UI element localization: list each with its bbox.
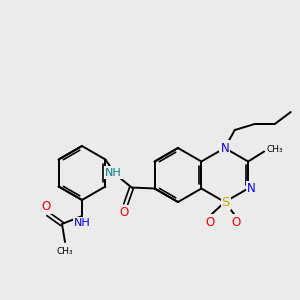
- Text: CH₃: CH₃: [266, 145, 283, 154]
- Text: NH: NH: [74, 218, 90, 228]
- Text: NH: NH: [105, 167, 122, 178]
- Text: N: N: [247, 182, 256, 195]
- Text: S: S: [222, 196, 230, 208]
- Text: O: O: [205, 215, 214, 229]
- Text: O: O: [231, 215, 240, 229]
- Text: O: O: [41, 200, 51, 212]
- Text: CH₃: CH₃: [57, 248, 73, 256]
- Text: N: N: [220, 142, 229, 154]
- Text: O: O: [119, 206, 128, 219]
